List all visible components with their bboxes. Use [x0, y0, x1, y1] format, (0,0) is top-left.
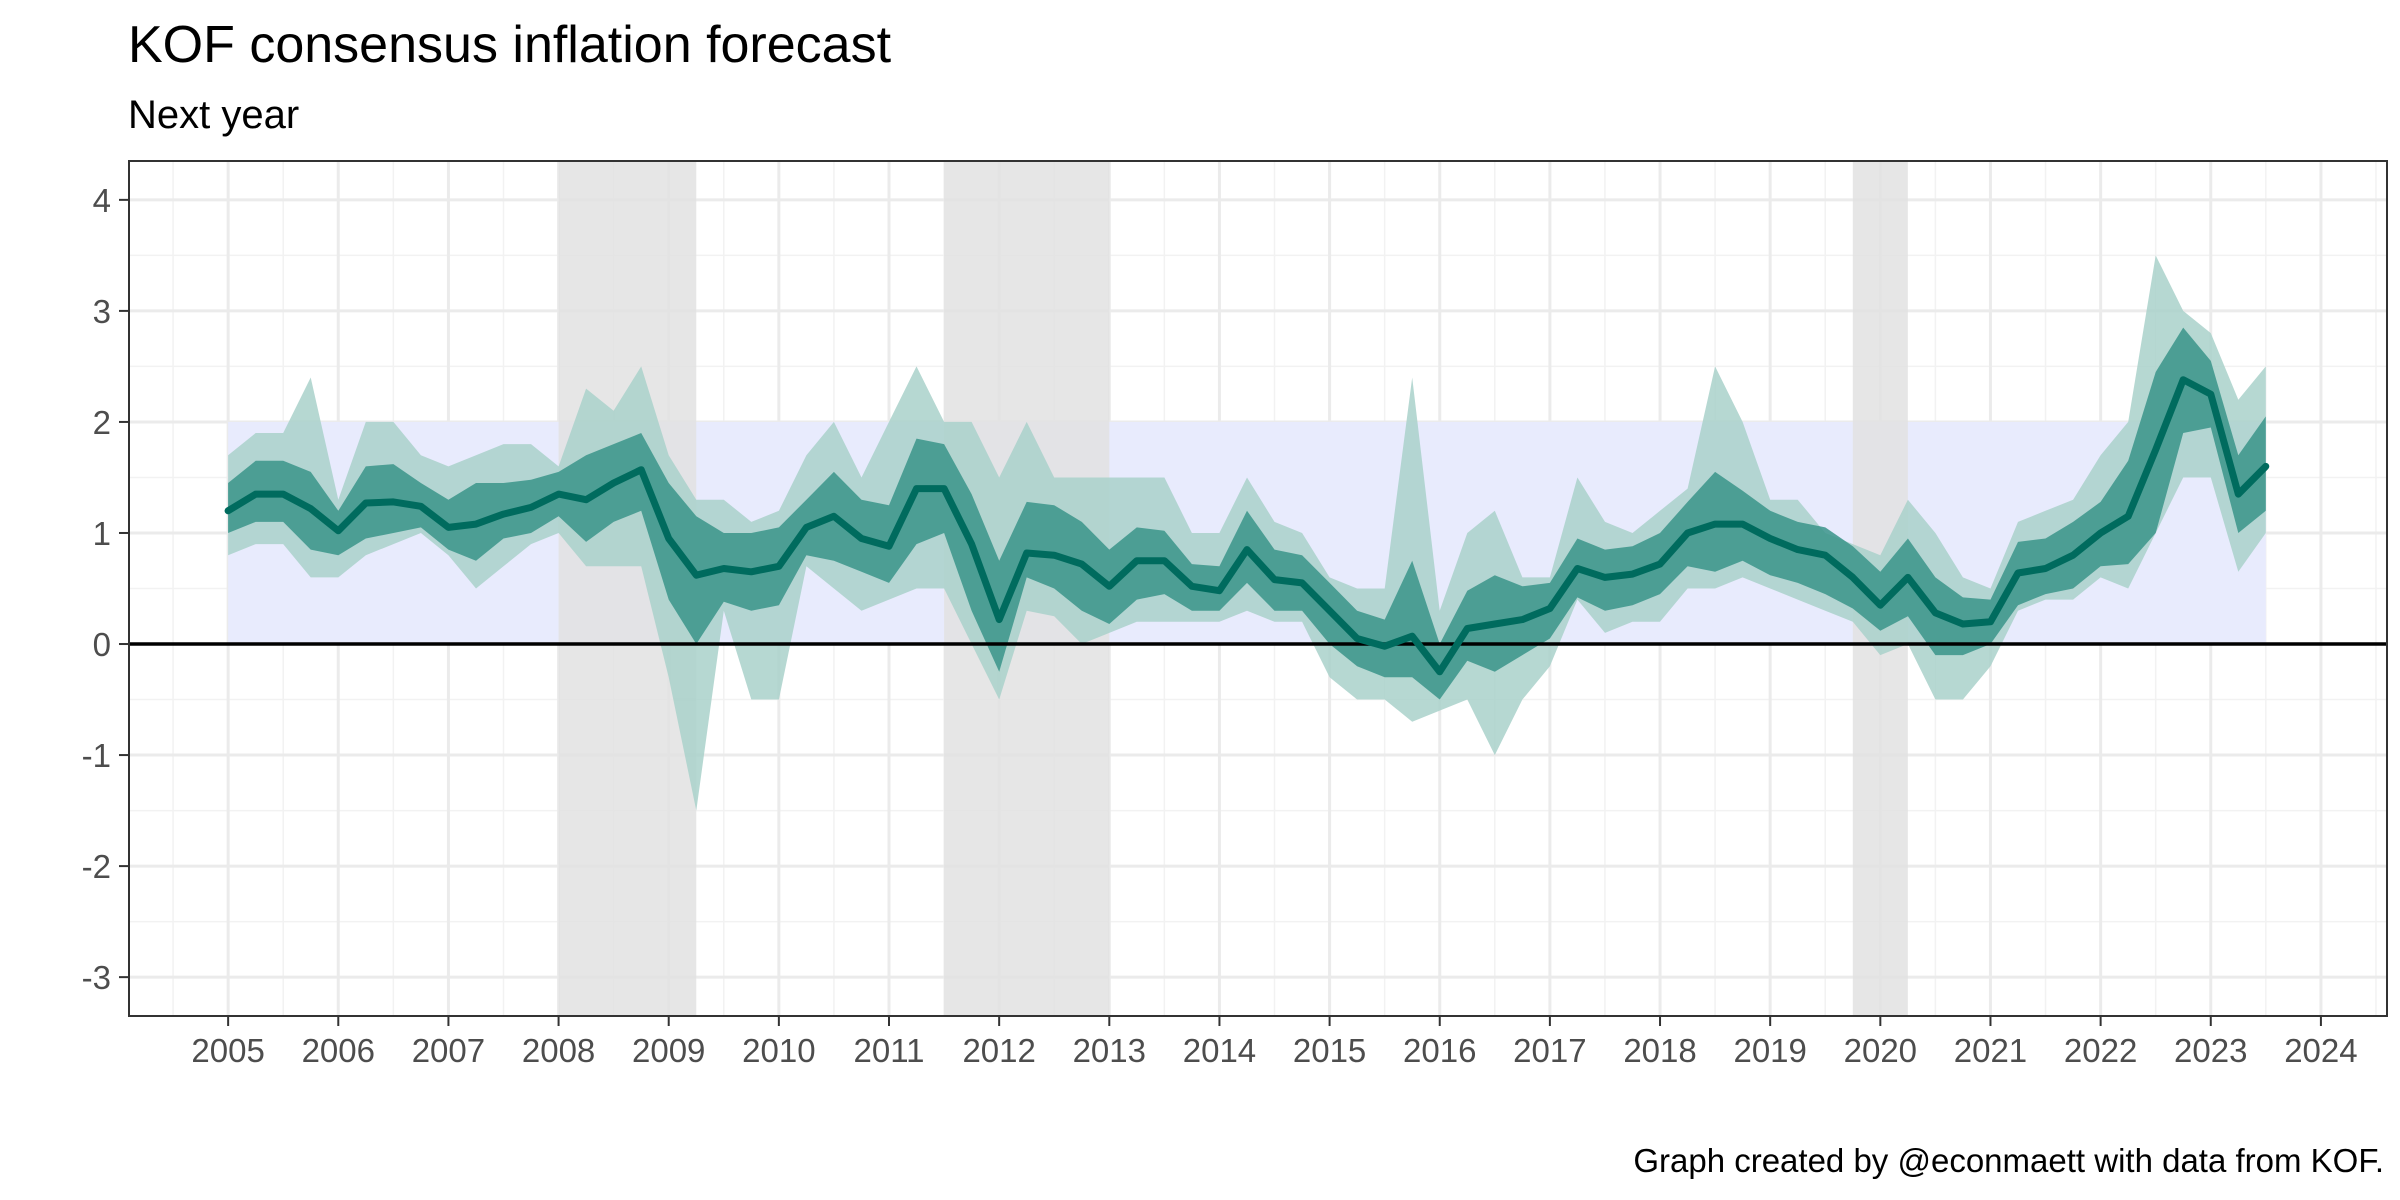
x-tick-label: 2010	[742, 1032, 815, 1069]
chart-title: KOF consensus inflation forecast	[128, 16, 892, 74]
x-tick-label: 2005	[191, 1032, 264, 1069]
x-tick-label: 2008	[522, 1032, 595, 1069]
y-axis: -3 -2 -1 0 1 2 3 4	[82, 182, 129, 996]
x-tick-label: 2018	[1623, 1032, 1696, 1069]
x-tick-label: 2022	[2064, 1032, 2137, 1069]
chart-subtitle: Next year	[128, 93, 299, 137]
y-tick-label: 0	[93, 626, 111, 663]
x-tick-label: 2014	[1183, 1032, 1256, 1069]
x-tick-label: 2023	[2174, 1032, 2247, 1069]
y-tick-label: 2	[93, 404, 111, 441]
x-tick-label: 2009	[632, 1032, 705, 1069]
x-tick-label: 2011	[854, 1032, 925, 1069]
panel-border	[128, 160, 2388, 1017]
chart-caption: Graph created by @econmaett with data fr…	[1633, 1142, 2384, 1179]
y-tick-label: -3	[82, 959, 111, 996]
x-tick-label: 2012	[962, 1032, 1035, 1069]
x-tick-label: 2020	[1844, 1032, 1917, 1069]
x-tick-label: 2006	[302, 1032, 375, 1069]
x-tick-label: 2015	[1293, 1032, 1366, 1069]
y-tick-label: 4	[93, 182, 111, 219]
y-tick-label: -2	[82, 848, 111, 885]
x-axis: 2005 2006 2007 2008 2009 2010 2011 2012 2013 2014…	[191, 1016, 2358, 1069]
x-tick-label: 2019	[1733, 1032, 1806, 1069]
x-tick-label: 2007	[412, 1032, 485, 1069]
x-tick-label: 2013	[1073, 1032, 1146, 1069]
plot-area	[128, 160, 2388, 1017]
x-tick-label: 2016	[1403, 1032, 1476, 1069]
y-tick-label: 3	[93, 293, 111, 330]
x-tick-label: 2017	[1513, 1032, 1586, 1069]
x-tick-label: 2021	[1954, 1032, 2027, 1069]
y-tick-label: 1	[93, 515, 111, 552]
y-tick-label: -1	[82, 737, 111, 774]
x-tick-label: 2024	[2284, 1032, 2357, 1069]
inner-range-band	[228, 327, 2266, 700]
median-forecast-line	[224, 376, 2270, 676]
